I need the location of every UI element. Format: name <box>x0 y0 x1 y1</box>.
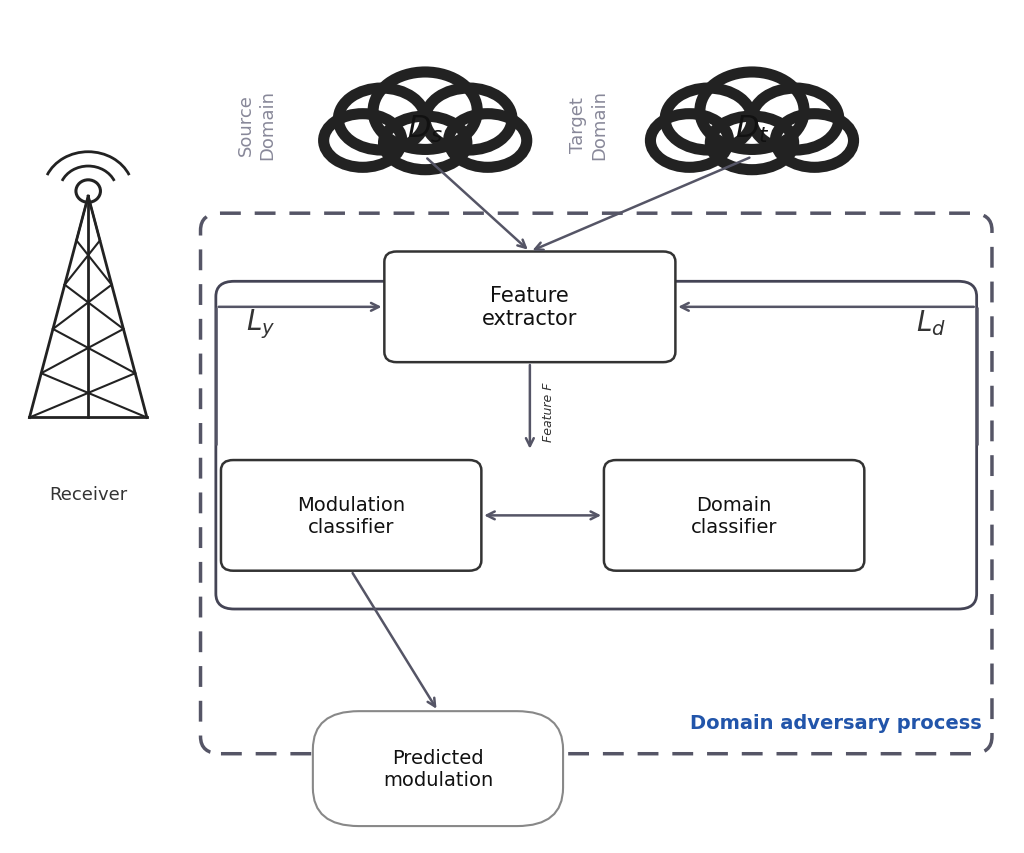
Ellipse shape <box>752 89 839 151</box>
Ellipse shape <box>650 114 728 168</box>
Text: $D_s$: $D_s$ <box>408 113 443 144</box>
Ellipse shape <box>711 117 794 171</box>
Ellipse shape <box>338 89 425 151</box>
FancyBboxPatch shape <box>384 252 676 363</box>
Text: Modulation
classifier: Modulation classifier <box>297 496 406 537</box>
Text: $L_d$: $L_d$ <box>916 307 946 337</box>
Text: $L_y$: $L_y$ <box>247 307 275 341</box>
Text: Source
Domain: Source Domain <box>238 90 276 160</box>
Ellipse shape <box>324 114 401 168</box>
Text: Domain
classifier: Domain classifier <box>691 496 777 537</box>
Text: Feature F: Feature F <box>542 382 555 441</box>
Ellipse shape <box>373 73 477 150</box>
FancyBboxPatch shape <box>216 282 977 609</box>
Text: Feature
extractor: Feature extractor <box>482 286 578 329</box>
Ellipse shape <box>384 117 467 171</box>
Text: Domain adversary process: Domain adversary process <box>690 714 982 733</box>
Text: Predicted
modulation: Predicted modulation <box>383 748 494 789</box>
Ellipse shape <box>666 89 752 151</box>
FancyBboxPatch shape <box>604 461 864 571</box>
Text: Target
Domain: Target Domain <box>569 90 608 160</box>
Ellipse shape <box>700 73 804 150</box>
Ellipse shape <box>775 114 854 168</box>
FancyBboxPatch shape <box>313 711 563 826</box>
Ellipse shape <box>425 89 512 151</box>
Text: Receiver: Receiver <box>49 485 127 503</box>
FancyBboxPatch shape <box>221 461 481 571</box>
Text: $D_t$: $D_t$ <box>735 113 769 144</box>
Ellipse shape <box>449 114 526 168</box>
